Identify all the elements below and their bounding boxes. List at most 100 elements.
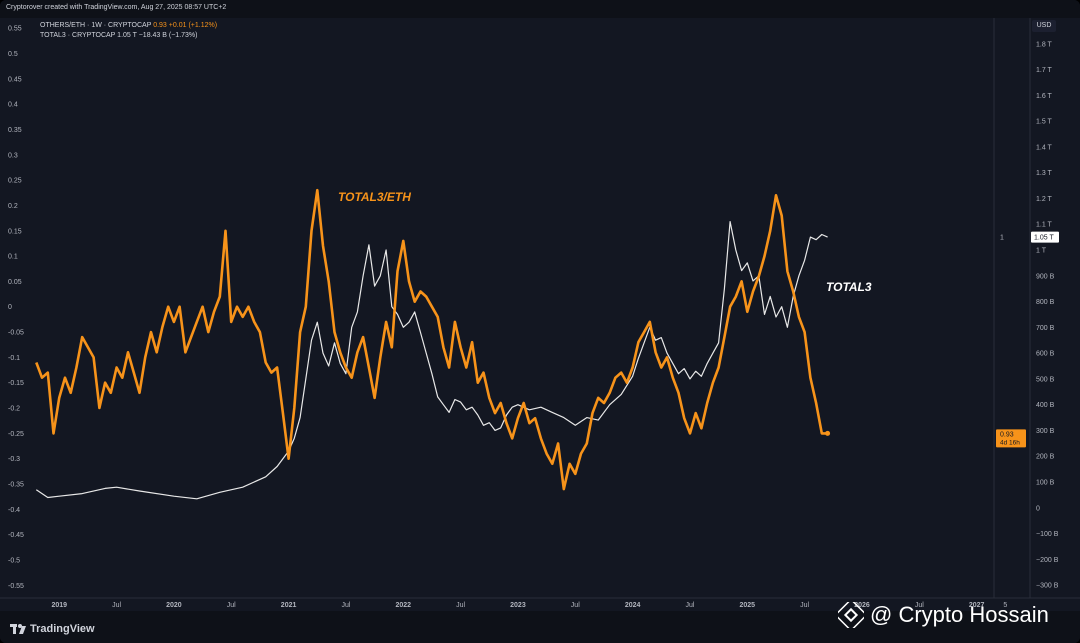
left-tick-label: 0.35	[8, 127, 22, 134]
total3-series-line	[35, 221, 828, 500]
legend-name: TOTAL3 · CRYPTOCAP	[40, 32, 116, 39]
legend-name: OTHERS/ETH · 1W · CRYPTOCAP	[40, 22, 152, 29]
time-tick-label: 2025	[740, 602, 756, 609]
legend-value: 0.93	[153, 22, 167, 29]
left-tick-label: 0.15	[8, 228, 22, 235]
annotations: TOTAL3/ETH TOTAL3	[338, 190, 872, 294]
left-tick-label: -0.2	[8, 406, 20, 413]
header-bar	[0, 0, 1080, 18]
right-tick-label: 1.1 T	[1036, 222, 1053, 229]
left-tick-label: 0.45	[8, 76, 22, 83]
legend-value: 1.05 T	[117, 32, 137, 39]
total3-scale-marker: 1	[1000, 235, 1004, 242]
right-tick-label: 300 B	[1036, 428, 1055, 435]
right-tick-label: −100 B	[1036, 531, 1059, 538]
left-axis: 0.55 0.5 0.45 0.4 0.35 0.3 0.25 0.2 0.15 0.1 0.05 0…	[8, 26, 24, 590]
left-tick-label: -0.25	[8, 431, 24, 438]
right-tick-label: −200 B	[1036, 557, 1059, 564]
right-tick-label: 1.7 T	[1036, 67, 1053, 74]
time-tick-label: 2022	[395, 602, 411, 609]
time-tick-label: Jul	[112, 602, 121, 609]
right-tick-label: 1.5 T	[1036, 119, 1053, 126]
right-tick-label: 1.2 T	[1036, 196, 1053, 203]
left-tick-label: 0.5	[8, 51, 18, 58]
time-tick-label: 2020	[166, 602, 182, 609]
tradingview-logo-text: TradingView	[30, 623, 95, 635]
others-eth-series-line	[35, 188, 828, 491]
time-tick-label: Jul	[456, 602, 465, 609]
legend-change: −18.43 B (−1.73%)	[138, 32, 198, 39]
left-tick-label: 0	[8, 304, 12, 311]
right-tick-label: 500 B	[1036, 376, 1055, 383]
legend-change: +0.01 (+1.12%)	[168, 22, 218, 29]
legend-others-eth[interactable]: OTHERS/ETH · 1W · CRYPTOCAP 0.93 +0.01 (…	[40, 22, 217, 29]
credit-line: Cryptorover created with TradingView.com…	[6, 4, 227, 11]
right-tick-label: 1.3 T	[1036, 170, 1053, 177]
left-tick-label: -0.1	[8, 355, 20, 362]
tradingview-logo: TradingView	[10, 622, 95, 636]
left-tick-label: -0.05	[8, 330, 24, 337]
left-tick-label: 0.1	[8, 254, 18, 261]
series-layer	[35, 188, 831, 500]
right-tick-label: 1.8 T	[1036, 41, 1053, 48]
right-tick-label: 1.6 T	[1036, 93, 1053, 100]
time-tick-label: Jul	[915, 602, 924, 609]
left-tick-label: -0.15	[8, 380, 24, 387]
right-tick-label: 0	[1036, 505, 1040, 512]
right-tick-label: 1.4 T	[1036, 144, 1053, 151]
time-tick-label: 5	[1003, 602, 1007, 609]
right-tick-label: 100 B	[1036, 480, 1055, 487]
right-axis: 1.8 T 1.7 T 1.6 T 1.5 T 1.4 T 1.3 T 1.2 T 1.1 T…	[1036, 41, 1059, 589]
left-tick-label: 0.25	[8, 178, 22, 185]
currency-badge[interactable]: USD	[1032, 20, 1056, 32]
left-tick-label: -0.45	[8, 532, 24, 539]
right-tick-label: 400 B	[1036, 402, 1055, 409]
left-tick-label: -0.5	[8, 558, 20, 565]
right-tick-label: 600 B	[1036, 351, 1055, 358]
watermark: @ Crypto Hossain	[838, 602, 1049, 628]
right-tick-label: 1 T	[1036, 248, 1047, 255]
time-tick-label: 2021	[281, 602, 297, 609]
time-tick-label: Jul	[800, 602, 809, 609]
binance-icon	[838, 602, 864, 628]
right-tick-label: 200 B	[1036, 454, 1055, 461]
tradingview-logo-icon	[10, 624, 26, 634]
annotation-total3-label: TOTAL3	[826, 280, 872, 294]
time-tick-label: 2026	[854, 602, 870, 609]
right-tick-label: 800 B	[1036, 299, 1055, 306]
left-tick-label: 0.55	[8, 26, 22, 33]
left-tick-label: 0.4	[8, 102, 18, 109]
total3-price-text: 1.05 T	[1034, 235, 1054, 242]
annotation-ratio-label: TOTAL3/ETH	[338, 190, 411, 204]
time-tick-label: Jul	[685, 602, 694, 609]
left-tick-label: -0.55	[8, 583, 24, 590]
legend-total3[interactable]: TOTAL3 · CRYPTOCAP 1.05 T −18.43 B (−1.7…	[40, 32, 197, 39]
right-tick-label: 900 B	[1036, 273, 1055, 280]
left-tick-label: 0.3	[8, 152, 18, 159]
time-tick-label: Jul	[341, 602, 350, 609]
total3-price-badge	[1031, 231, 1059, 243]
time-tick-label: Jul	[227, 602, 236, 609]
time-tick-label: 2027	[969, 602, 985, 609]
others-eth-last-point	[825, 430, 831, 436]
others-eth-price-text: 0.93	[1000, 431, 1014, 438]
time-tick-label: Jul	[571, 602, 580, 609]
right-tick-label: −300 B	[1036, 583, 1059, 590]
left-tick-label: -0.35	[8, 482, 24, 489]
watermark-text: @ Crypto Hossain	[870, 602, 1049, 627]
left-tick-label: -0.3	[8, 456, 20, 463]
left-tick-label: 0.05	[8, 279, 22, 286]
right-tick-label: 700 B	[1036, 325, 1055, 332]
time-tick-label: 2023	[510, 602, 526, 609]
left-tick-label: -0.4	[8, 507, 20, 514]
time-axis: 2019 Jul 2020 Jul 2021 Jul 2022 Jul 2023 Jul 2024 J…	[51, 602, 1007, 609]
footer-bar	[0, 611, 1080, 643]
others-eth-countdown-text: 4d 16h	[1000, 439, 1020, 446]
time-tick-label: 2019	[51, 602, 67, 609]
time-tick-label: 2024	[625, 602, 641, 609]
others-eth-price-badge	[996, 429, 1026, 448]
left-tick-label: 0.2	[8, 203, 18, 210]
